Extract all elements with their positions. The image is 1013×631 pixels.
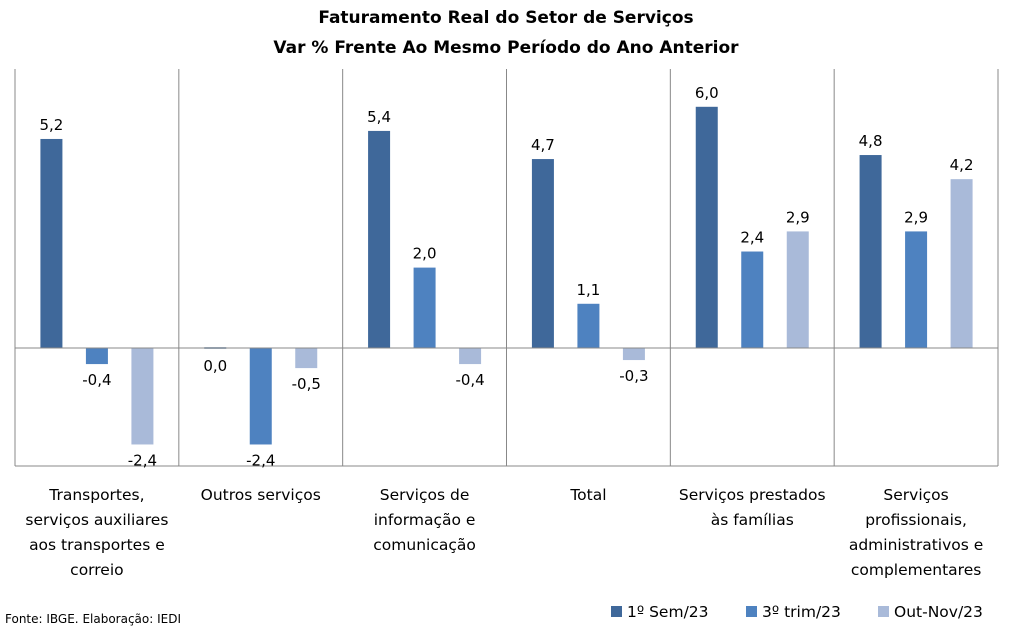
category-label: Serviços (883, 486, 948, 504)
data-label: 4,7 (531, 136, 555, 154)
category-label: comunicação (373, 536, 476, 554)
category-label: complementares (851, 561, 981, 579)
data-label: 2,0 (413, 245, 437, 263)
bar (950, 179, 973, 348)
bar (695, 106, 718, 348)
plot-area: 5,2 -0,4 -2,4 Transportes, serviços auxiliar… (14, 69, 999, 579)
category-label: administrativos e (849, 536, 983, 554)
category-label: Outros serviços (201, 486, 321, 504)
bar (40, 138, 63, 348)
data-label: 5,4 (367, 108, 391, 126)
bar (741, 251, 764, 348)
legend-label: Out-Nov/23 (894, 603, 983, 621)
bar (85, 348, 108, 365)
bar (859, 155, 882, 348)
chart-title: Faturamento Real do Setor de Serviços (318, 8, 693, 28)
data-label: 2,9 (904, 208, 928, 226)
category-label: correio (70, 561, 123, 579)
data-label: 2,4 (740, 229, 764, 247)
category-label: Total (569, 486, 606, 504)
legend-label: 3º trim/23 (762, 603, 841, 621)
data-label: 4,8 (859, 132, 883, 150)
data-label: -0,3 (619, 367, 648, 385)
category-label: Transportes, (48, 486, 144, 504)
bar (577, 303, 600, 348)
data-label: 0,0 (203, 357, 227, 375)
category-label: Serviços de (380, 486, 470, 504)
data-label: -2,4 (128, 451, 157, 469)
category-label: às famílias (711, 511, 794, 529)
bar (459, 348, 482, 365)
bar (249, 348, 272, 445)
data-label: 2,9 (786, 208, 810, 226)
data-label: 1,1 (576, 281, 600, 299)
bar (622, 348, 645, 361)
legend-swatch (611, 606, 622, 617)
category-label: informação e (374, 511, 476, 529)
bar (368, 130, 391, 348)
data-label: 5,2 (39, 116, 63, 134)
data-label: -0,5 (292, 375, 321, 393)
bar (905, 231, 928, 348)
bar (131, 348, 154, 445)
category-label: profissionais, (865, 511, 967, 529)
bar (531, 159, 554, 348)
legend-label: 1º Sem/23 (627, 603, 709, 621)
data-label: -2,4 (246, 451, 275, 469)
data-label: -0,4 (455, 371, 484, 389)
source-note: Fonte: IBGE. Elaboração: IEDI (5, 612, 181, 626)
legend-swatch (746, 606, 757, 617)
data-label: 4,2 (950, 156, 974, 174)
legend: 1º Sem/23 3º trim/23 Out-Nov/23 (611, 603, 983, 621)
category-label: Serviços prestados (679, 486, 826, 504)
bar (786, 231, 809, 348)
data-label: 6,0 (695, 84, 719, 102)
category-label: aos transportes e (29, 536, 165, 554)
chart-subtitle: Var % Frente Ao Mesmo Período do Ano Ant… (273, 38, 739, 58)
legend-swatch (878, 606, 889, 617)
category-label: serviços auxiliares (25, 511, 168, 529)
bar (295, 348, 318, 369)
bar (413, 267, 436, 348)
data-label: -0,4 (82, 371, 111, 389)
